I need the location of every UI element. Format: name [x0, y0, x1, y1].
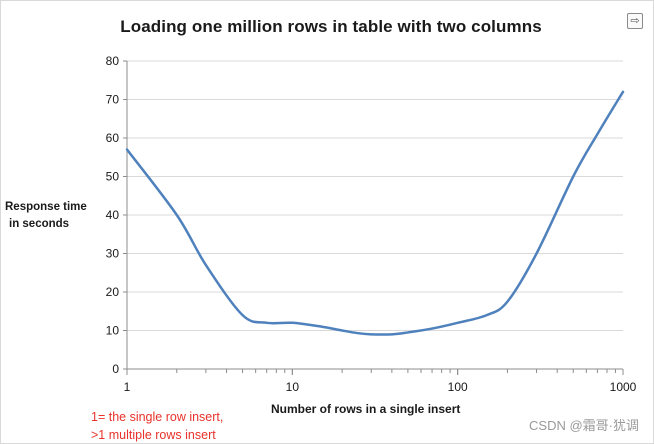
y-tick-label: 10: [106, 324, 120, 338]
annotation-line-1: 1= the single row insert,: [91, 410, 224, 424]
y-tick-label: 20: [106, 285, 120, 299]
expand-icon[interactable]: ⇨: [627, 13, 643, 29]
y-tick-label: 0: [112, 362, 119, 376]
x-axis-label: Number of rows in a single insert: [271, 402, 461, 416]
annotation-note: 1= the single row insert, >1 multiple ro…: [91, 408, 223, 444]
x-tick-label: 1: [124, 380, 131, 394]
series-line: [125, 90, 625, 336]
chart-title: Loading one million rows in table with t…: [120, 17, 542, 36]
y-axis-label-line-1: Response time: [5, 201, 87, 213]
y-tick-label: 40: [106, 208, 120, 222]
y-tick-label: 80: [106, 54, 120, 68]
y-axis-label: Response time in seconds: [5, 199, 97, 233]
y-tick-label: 60: [106, 131, 120, 145]
x-tick-label: 100: [448, 380, 468, 394]
annotation-line-2: >1 multiple rows insert: [91, 428, 216, 442]
x-tick-label: 10: [286, 380, 300, 394]
y-tick-label: 50: [106, 170, 120, 184]
y-tick-label: 70: [106, 93, 120, 107]
y-tick-label: 30: [106, 247, 120, 261]
x-tick-label: 1000: [610, 380, 637, 394]
watermark-text: CSDN @霜哥·犹调: [529, 418, 639, 433]
y-axis-label-line-2: in seconds: [9, 218, 70, 230]
